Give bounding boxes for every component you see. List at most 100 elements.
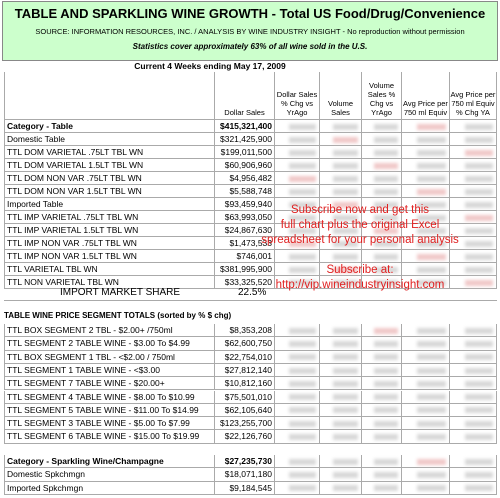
- blurred-value: [464, 240, 493, 247]
- blank-cell: [320, 146, 362, 159]
- blurred-value: [417, 394, 446, 401]
- blurred-value: [332, 227, 358, 234]
- subscribe-line: Subscribe at:: [326, 264, 394, 276]
- blank-cell: [402, 263, 450, 276]
- blurred-value: [332, 394, 358, 401]
- blurred-value: [332, 380, 358, 387]
- dollar-sales: $63,993,050: [215, 211, 275, 224]
- dollar-sales: $60,906,960: [215, 159, 275, 172]
- blank-cell: [275, 481, 320, 495]
- blank-cell: [450, 337, 497, 351]
- row-label: Domestic Table: [4, 133, 215, 146]
- row-label: TTL IMP VARIETAL .75LT TBL WN: [4, 211, 215, 224]
- row-label: TTL VARIETAL TBL WN: [4, 263, 215, 276]
- blurred-value: [464, 434, 493, 441]
- segment-heading: TABLE WINE PRICE SEGMENT TOTALS (sorted …: [4, 311, 232, 320]
- blurred-value: [374, 175, 398, 182]
- blank-cell: [402, 481, 450, 495]
- blank-cell: [450, 159, 497, 172]
- dollar-sales: $62,105,640: [215, 403, 275, 418]
- blank-cell: [275, 403, 320, 418]
- column-header: Volume Sales % Chg vs YrAgo: [362, 72, 402, 120]
- blank-cell: [402, 185, 450, 198]
- blurred-value: [464, 123, 493, 130]
- blurred-value: [374, 471, 398, 478]
- share-value: 22.5%: [238, 287, 267, 298]
- dollar-sales: $62,600,750: [215, 337, 275, 351]
- blurred-value: [374, 485, 398, 492]
- blurred-value: [289, 420, 316, 427]
- blank-cell: [402, 430, 450, 444]
- blank-cell: [320, 198, 362, 211]
- dollar-sales: $199,011,500: [215, 146, 275, 159]
- blurred-value: [464, 201, 493, 208]
- blank-cell: [362, 403, 402, 418]
- blurred-value: [374, 327, 398, 334]
- blank-cell: [320, 250, 362, 263]
- blank-cell: [450, 455, 497, 469]
- blurred-value: [289, 266, 316, 273]
- blank-cell: [362, 185, 402, 198]
- dollar-sales: $9,184,545: [215, 481, 275, 495]
- blurred-value: [332, 367, 358, 374]
- column-header: Volume Sales: [320, 72, 362, 120]
- blurred-value: [289, 327, 316, 334]
- row-label: TTL DOM NON VAR .75LT TBL WN: [4, 172, 215, 185]
- blank-cell: [450, 133, 497, 146]
- row-label: TTL SEGMENT 7 TABLE WINE - $20.00+: [4, 377, 215, 391]
- blurred-value: [464, 458, 493, 465]
- blurred-value: [374, 367, 398, 374]
- blurred-value: [374, 434, 398, 441]
- blank-cell: [402, 172, 450, 185]
- blurred-value: [464, 407, 493, 414]
- blank-cell: [362, 211, 402, 224]
- dollar-sales: $93,459,940: [215, 198, 275, 211]
- dollar-sales: $33,325,520: [215, 276, 275, 289]
- blank-cell: [320, 133, 362, 146]
- dollar-sales: $4,956,482: [215, 172, 275, 185]
- subscribe-line: http://vip.wineindustryinsight.com: [275, 279, 445, 291]
- blank-cell: [362, 363, 402, 378]
- offer-line: full chart plus the original Excel: [280, 219, 440, 231]
- row-label: TTL IMP NON VAR .75LT TBL WN: [4, 237, 215, 250]
- blurred-value: [289, 188, 316, 195]
- blank-cell: [320, 324, 362, 338]
- dollar-sales: $10,812,160: [215, 377, 275, 391]
- blurred-value: [464, 354, 493, 361]
- blurred-value: [374, 214, 398, 221]
- row-label: TTL DOM VARIETAL 1.5LT TBL WN: [4, 159, 215, 172]
- blurred-value: [289, 471, 316, 478]
- blank-cell: [402, 250, 450, 263]
- blank-cell: [450, 250, 497, 263]
- row-label: TTL SEGMENT 6 TABLE WINE - $15.00 To $19…: [4, 430, 215, 444]
- blank-cell: [402, 211, 450, 224]
- blurred-value: [289, 123, 316, 130]
- blank-cell: [362, 324, 402, 338]
- blank-cell: [320, 350, 362, 364]
- dollar-sales: $18,071,180: [215, 468, 275, 482]
- blurred-value: [464, 214, 493, 221]
- blurred-value: [332, 407, 358, 414]
- blank-cell: [362, 350, 402, 364]
- column-header: Avg Price per 750 ml Equiv % Chg YA: [450, 72, 497, 120]
- blank-cell: [402, 324, 450, 338]
- blurred-value: [332, 354, 358, 361]
- blank-cell: [362, 337, 402, 351]
- blank-cell: [362, 250, 402, 263]
- blurred-value: [417, 380, 446, 387]
- column-header: Dollar Sales: [215, 72, 275, 120]
- blurred-value: [332, 340, 358, 347]
- blank-cell: [275, 120, 320, 133]
- blurred-value: [332, 434, 358, 441]
- blank-cell: [402, 403, 450, 418]
- blank-cell: [402, 363, 450, 378]
- blank-cell: [450, 481, 497, 495]
- blank-cell: [362, 133, 402, 146]
- blurred-value: [464, 266, 493, 273]
- blank-cell: [362, 390, 402, 404]
- blank-cell: [362, 468, 402, 482]
- blurred-value: [464, 485, 493, 492]
- blurred-value: [417, 434, 446, 441]
- blurred-value: [289, 136, 316, 143]
